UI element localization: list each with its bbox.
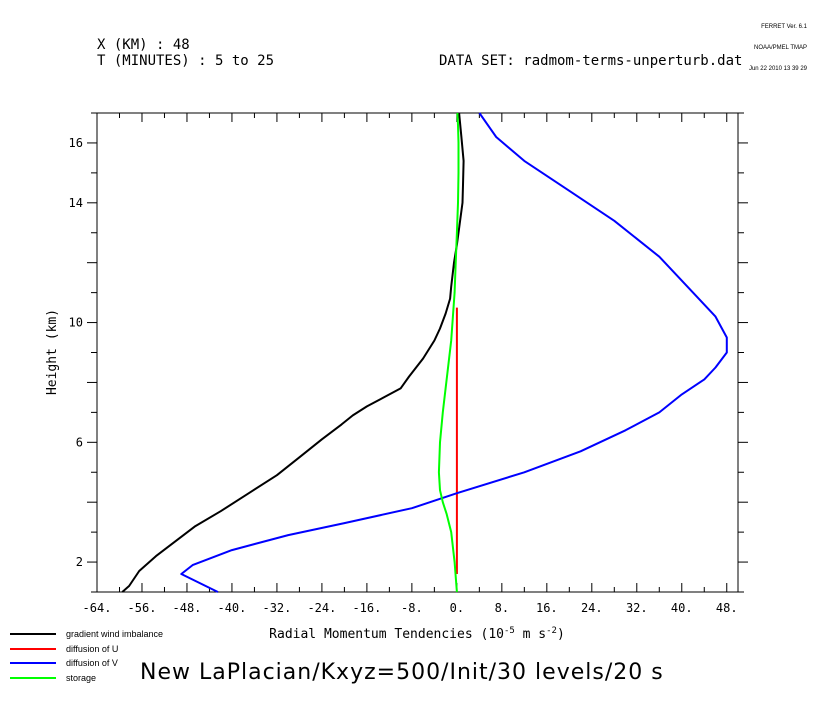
ferret-line-1: FERRET Ver. 6.1 [761,24,807,30]
series-line-diffusion-of-v [180,112,728,593]
x-axis-units-close: ) [557,627,565,642]
x-axis-exp-2: -2 [546,626,557,636]
x-tick-label: -56. [128,601,157,615]
y-tick-label: 10 [69,316,83,330]
x-tick-label: -48. [173,601,202,615]
time-range-info: T (MINUTES) : 5 to 25 [97,53,275,69]
series-line-storage [437,112,460,593]
x-axis-title: Radial Momentum Tendencies (10-5 m s-2) [269,626,565,642]
legend-swatch [10,633,56,635]
x-axis-exp-1: -5 [504,626,515,636]
legend-swatch [10,648,56,650]
series-lines [121,112,728,593]
y-tick-label: 2 [76,555,83,569]
x-tick-label: -32. [262,601,291,615]
x-tick-label: 0. [450,601,464,615]
x-tick-labels: -64. -56. -48. -40. -32. -24. -16. -8. 0. 8. 16. 24… [83,601,738,615]
x-tick-label: 24. [581,601,603,615]
x-tick-label: -8. [401,601,423,615]
dataset-info: DATA SET: radmom-terms-unperturb.dat [439,53,743,69]
y-tick-labels: 2 6 10 14 16 [69,136,83,569]
legend-label: diffusion of U [66,644,119,654]
x-tick-label: -64. [83,601,112,615]
axis-ticks [87,112,748,593]
legend-swatch [10,662,56,664]
x-tick-label: 32. [626,601,648,615]
x-tick-label: -24. [307,601,336,615]
y-tick-label: 14 [69,196,83,210]
y-tick-label: 16 [69,136,83,150]
x-tick-label: 16. [536,601,558,615]
legend-swatch [10,677,56,679]
ferret-version-stamp: FERRET Ver. 6.1 NOAA/PMEL TMAP Jun 22 20… [749,10,807,80]
x-axis-units-mid: m s [515,627,546,642]
ferret-line-2: NOAA/PMEL TMAP [753,45,807,51]
legend-label: diffusion of V [66,658,118,668]
plot-caption: New LaPlacian/Kxyz=500/Init/30 levels/20… [140,660,664,685]
legend-label: storage [66,673,97,683]
x-tick-label: -16. [352,601,381,615]
x-tick-label: -40. [217,601,246,615]
x-axis-units-open: (10 [481,627,504,642]
series-line-gradient-wind-imbalance [121,112,465,593]
x-tick-label: 48. [716,601,738,615]
legend-label: gradient wind imbalance [66,629,164,639]
ferret-line-3: Jun 22 2010 13 39 29 [748,66,807,72]
plot-frame [96,112,739,593]
x-axis-title-main: Radial Momentum Tendencies [269,627,473,642]
y-tick-label: 6 [76,435,83,449]
x-tick-label: 8. [495,601,509,615]
x-tick-label: 40. [671,601,693,615]
y-axis-title: Height (km) [45,309,60,395]
x-position-info: X (KM) : 48 [97,37,190,53]
